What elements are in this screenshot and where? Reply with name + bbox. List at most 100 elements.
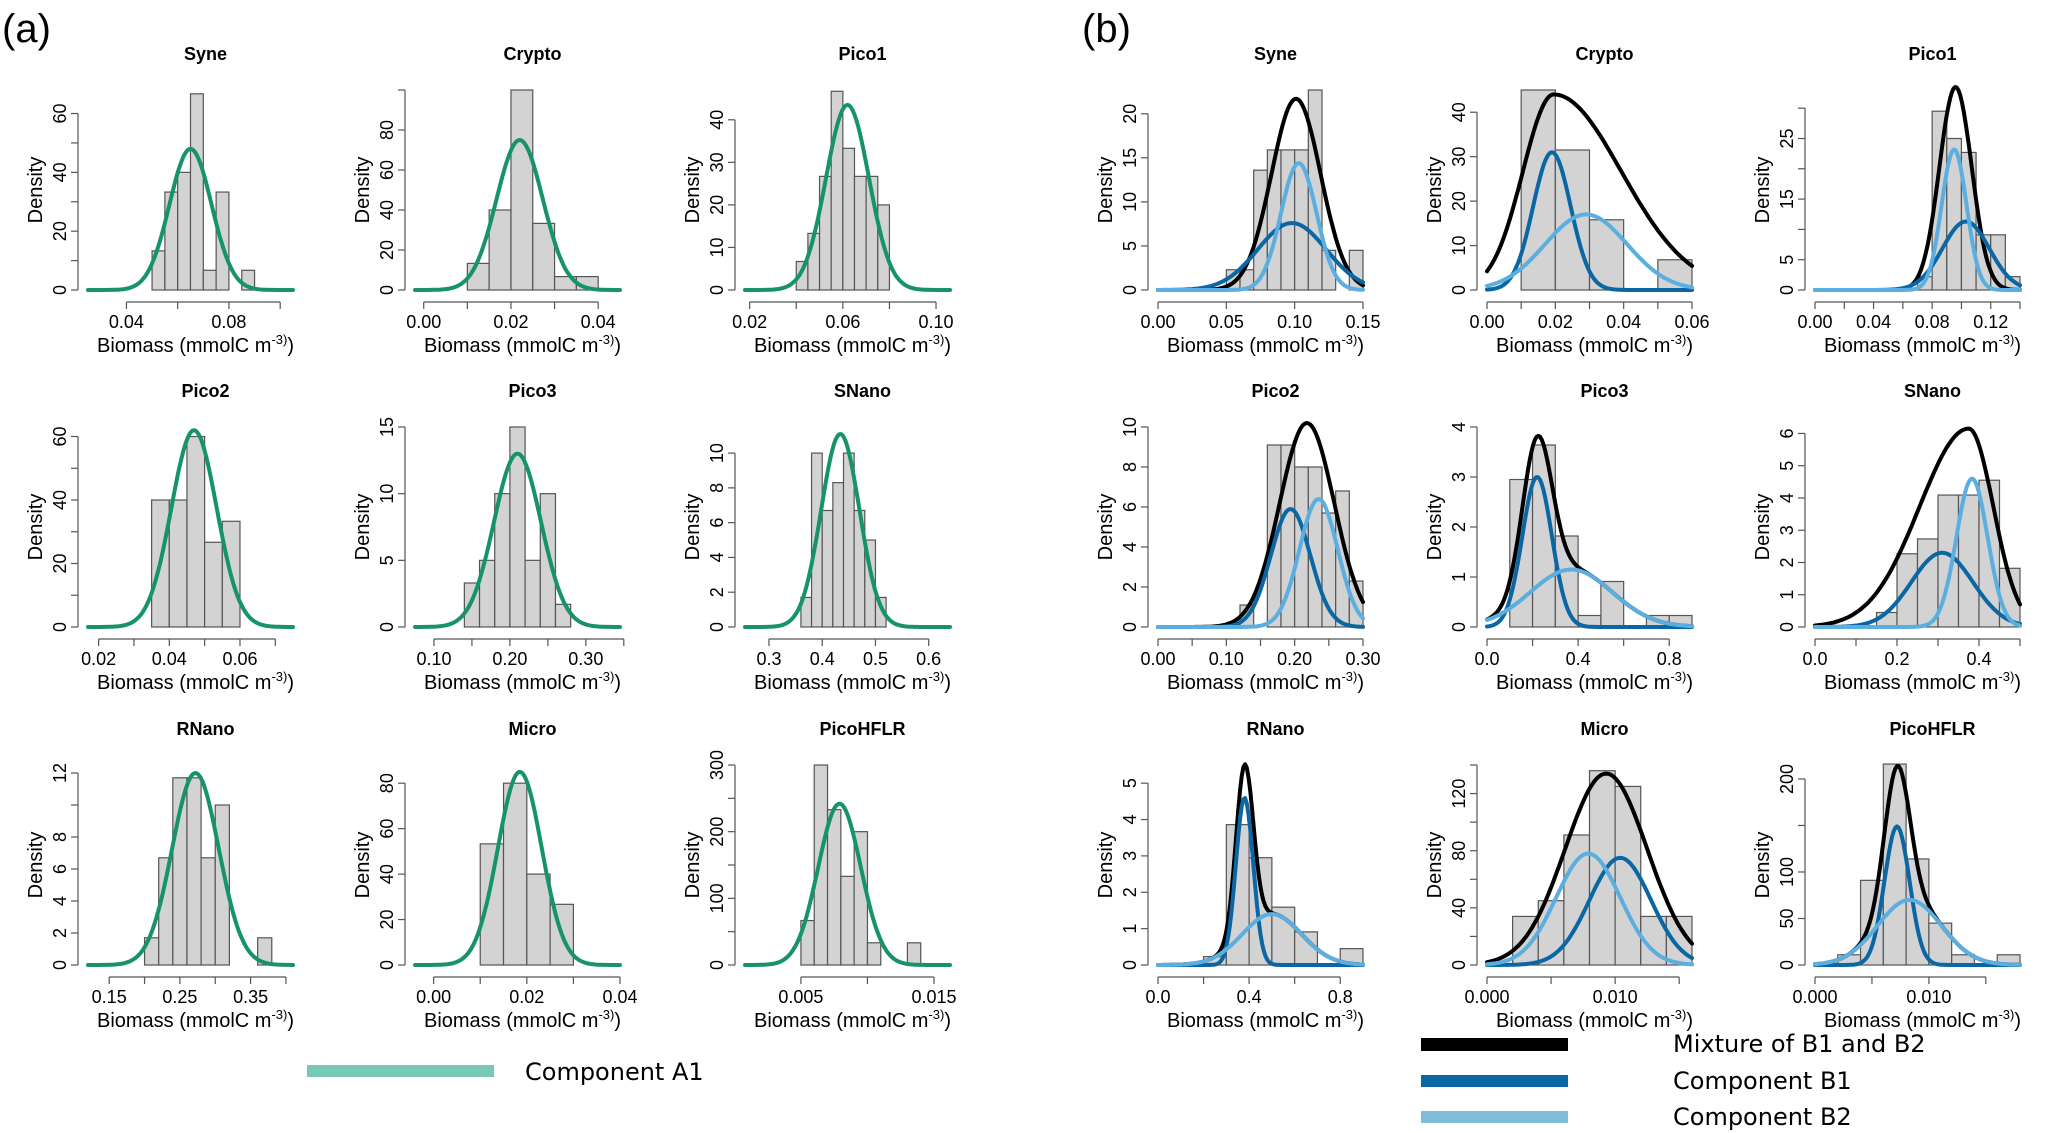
x-tick-label: 0.02 bbox=[493, 312, 528, 332]
y-tick-label: 6 bbox=[50, 864, 70, 874]
y-tick-label: 25 bbox=[1777, 128, 1797, 148]
y-tick-label: 40 bbox=[377, 200, 397, 220]
x-tick-label: 0.06 bbox=[222, 649, 257, 669]
x-tick-label: 0.12 bbox=[1973, 312, 2008, 332]
x-tick-label: 0.20 bbox=[492, 649, 527, 669]
x-tick-label: 0.010 bbox=[1906, 987, 1951, 1007]
y-tick-label: 120 bbox=[1449, 779, 1469, 809]
x-tick-label: 0.15 bbox=[1345, 312, 1380, 332]
y-axis-label: Density bbox=[1424, 494, 1446, 561]
legend-swatch-mixture bbox=[1421, 1038, 1568, 1051]
plot-title: Micro bbox=[508, 719, 556, 739]
histogram-bar bbox=[842, 147, 856, 291]
histogram-bar bbox=[257, 937, 273, 966]
y-axis-label: Density bbox=[25, 157, 47, 224]
x-tick-label: 0.06 bbox=[825, 312, 860, 332]
density-curve-mixture bbox=[1485, 92, 1694, 274]
density-curve-b1 bbox=[1813, 824, 2022, 967]
x-tick-label: 0.02 bbox=[732, 312, 767, 332]
histogram-bar bbox=[1916, 538, 1939, 628]
y-tick-label: 5 bbox=[1120, 241, 1140, 251]
panel-label-a: (a) bbox=[2, 7, 51, 51]
x-tick-label: 0.00 bbox=[406, 312, 441, 332]
density-curve-b2 bbox=[1813, 897, 2022, 967]
y-tick-label: 0 bbox=[1449, 960, 1469, 970]
x-tick-label: 0.15 bbox=[92, 987, 127, 1007]
y-axis-label: Density bbox=[1095, 832, 1117, 899]
histogram-bar bbox=[186, 777, 202, 966]
density-curve-b2 bbox=[1485, 851, 1694, 967]
y-tick-label: 20 bbox=[50, 221, 70, 241]
x-tick-label: 0.05 bbox=[1209, 312, 1244, 332]
x-axis-label: Biomass (mmolC m-3)) bbox=[1824, 332, 2021, 357]
y-tick-label: 10 bbox=[707, 443, 727, 463]
y-tick-label: 6 bbox=[1777, 428, 1797, 438]
y-tick-label: 60 bbox=[50, 427, 70, 447]
y-tick-label: 50 bbox=[1777, 908, 1797, 928]
x-tick-label: 0.20 bbox=[1277, 649, 1312, 669]
y-tick-label: 0 bbox=[377, 960, 397, 970]
density-curve-a1 bbox=[86, 428, 295, 629]
x-tick-label: 0.10 bbox=[1277, 312, 1312, 332]
y-tick-label: 40 bbox=[50, 490, 70, 510]
x-tick-label: 0.02 bbox=[509, 987, 544, 1007]
y-tick-label: 20 bbox=[707, 195, 727, 215]
x-tick-label: 0.5 bbox=[863, 649, 888, 669]
histogram-bar bbox=[840, 875, 855, 966]
histogram-bar bbox=[1588, 770, 1616, 966]
density-curve-b2 bbox=[1813, 147, 2022, 292]
x-tick-label: 0.04 bbox=[152, 649, 187, 669]
y-axis-label: Density bbox=[352, 494, 374, 561]
x-axis-label: Biomass (mmolC m-3)) bbox=[1496, 1007, 1693, 1032]
density-curve-b1 bbox=[1485, 855, 1694, 967]
y-tick-label: 30 bbox=[707, 152, 727, 172]
x-axis-label: Biomass (mmolC m-3)) bbox=[97, 1007, 294, 1032]
histogram-bar bbox=[1600, 580, 1625, 628]
x-tick-label: 0.08 bbox=[211, 312, 246, 332]
plot-title: Crypto bbox=[1576, 44, 1634, 64]
subplot-a-picohflr: PicoHFLR 0 100 200 300 Density 0.005 0.015Bioma… bbox=[682, 719, 957, 1032]
y-tick-label: 15 bbox=[1120, 148, 1140, 168]
plot-title: RNano bbox=[177, 719, 235, 739]
x-axis-label: Biomass (mmolC m-3)) bbox=[1824, 1007, 2021, 1032]
subplot-b-crypto: Crypto 0 10 20 30 40 Density 0.00 0.02 0.04 0.06Bi… bbox=[1424, 44, 1710, 357]
legend-label-b2: Component B2 bbox=[1673, 1103, 1852, 1131]
y-tick-label: 0 bbox=[1449, 285, 1469, 295]
histogram-bar bbox=[524, 559, 541, 628]
density-curve-mixture bbox=[1485, 771, 1694, 965]
histogram-bar bbox=[204, 541, 223, 628]
x-tick-label: 0.00 bbox=[1469, 312, 1504, 332]
plot-title: PicoHFLR bbox=[819, 719, 905, 739]
x-axis-label: Biomass (mmolC m-3)) bbox=[1167, 669, 1364, 694]
x-tick-label: 0.4 bbox=[810, 649, 835, 669]
x-tick-label: 0.010 bbox=[1593, 987, 1638, 1007]
legend-a: Component A1 bbox=[307, 1058, 704, 1086]
y-tick-label: 2 bbox=[1777, 557, 1797, 567]
y-tick-label: 4 bbox=[707, 552, 727, 562]
y-axis-label: Density bbox=[682, 832, 704, 899]
y-tick-label: 3 bbox=[1777, 525, 1797, 535]
y-tick-label: 0 bbox=[50, 622, 70, 632]
y-tick-label: 0 bbox=[1449, 622, 1469, 632]
density-curve-a1 bbox=[86, 771, 295, 967]
plot-title: SNano bbox=[1904, 381, 1961, 401]
x-tick-label: 0.2 bbox=[1884, 649, 1909, 669]
x-axis-label: Biomass (mmolC m-3)) bbox=[1167, 1007, 1364, 1032]
histogram-bar bbox=[906, 942, 922, 966]
histogram-bar bbox=[539, 493, 557, 628]
y-tick-label: 20 bbox=[1449, 191, 1469, 211]
y-tick-label: 60 bbox=[377, 819, 397, 839]
y-tick-label: 4 bbox=[1120, 542, 1140, 552]
y-tick-label: 60 bbox=[377, 160, 397, 180]
histogram-bar bbox=[532, 222, 556, 291]
y-tick-label: 0 bbox=[50, 960, 70, 970]
density-curve-mixture bbox=[1813, 426, 2022, 628]
y-tick-label: 1 bbox=[1120, 924, 1140, 934]
y-tick-label: 30 bbox=[1449, 147, 1469, 167]
plot-title: Pico1 bbox=[838, 44, 886, 64]
y-axis-label: Density bbox=[352, 832, 374, 899]
